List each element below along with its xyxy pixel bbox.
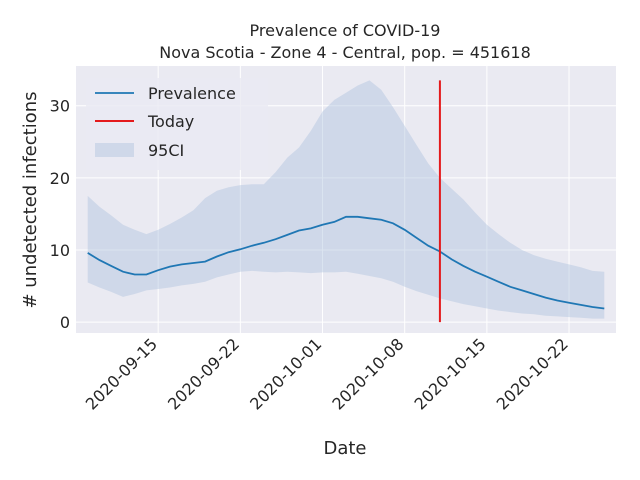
- y-tick-label: 30: [50, 97, 70, 116]
- prevalence-line: [87, 215, 605, 310]
- chart-subtitle: Nova Scotia - Zone 4 - Central, pop. = 4…: [159, 43, 531, 62]
- x-tick-label: 2020-09-22: [164, 334, 243, 413]
- legend-ci-label: 95CI: [148, 141, 184, 160]
- x-axis-label: Date: [323, 438, 366, 459]
- legend: Prevalence Today 95CI: [86, 78, 268, 170]
- x-tick-label: 2020-09-15: [82, 334, 161, 413]
- x-tick-label: 2020-10-08: [328, 334, 407, 413]
- confidence-interval-band: [87, 80, 605, 319]
- legend-today-label: Today: [147, 112, 194, 131]
- x-tick-label: 2020-10-22: [493, 334, 572, 413]
- chart-title: Prevalence of COVID-19: [250, 21, 441, 40]
- y-axis-label: # undetected infections: [20, 91, 41, 308]
- x-tick-label: 2020-10-01: [246, 334, 325, 413]
- plot-area: [76, 66, 616, 333]
- y-tick-label: 10: [50, 241, 70, 260]
- x-tick-label: 2020-10-15: [411, 334, 490, 413]
- y-tick-label: 0: [60, 313, 70, 332]
- legend-prevalence-label: Prevalence: [148, 84, 236, 103]
- legend-ci-swatch: [95, 143, 134, 157]
- y-tick-label: 20: [50, 169, 70, 188]
